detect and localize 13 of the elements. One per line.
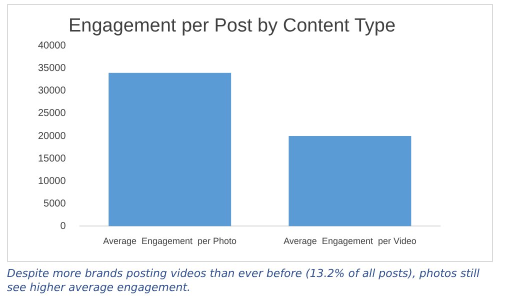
y-tick-label: 15000 [38, 153, 66, 164]
y-tick-label: 30000 [38, 86, 66, 97]
y-tick-label: 0 [60, 220, 66, 232]
y-tick-label: 5000 [44, 198, 66, 210]
y-tick-label: 40000 [38, 40, 66, 52]
y-tick-label: 10000 [38, 176, 66, 187]
y-tick-label: 20000 [38, 130, 66, 142]
x-tick-label: Average Engagement per Photo [103, 236, 237, 246]
y-tick-label: 25000 [38, 108, 66, 120]
y-tick-label: 35000 [38, 63, 66, 74]
chart-title: Engagement per Post by Content Type [68, 16, 396, 37]
text: Despite more brands posting videos than ever before (13.2% of all posts), photos still see higher average engagement. [7, 267, 481, 295]
x-tick-label: Average Engagement per Video [284, 236, 416, 246]
